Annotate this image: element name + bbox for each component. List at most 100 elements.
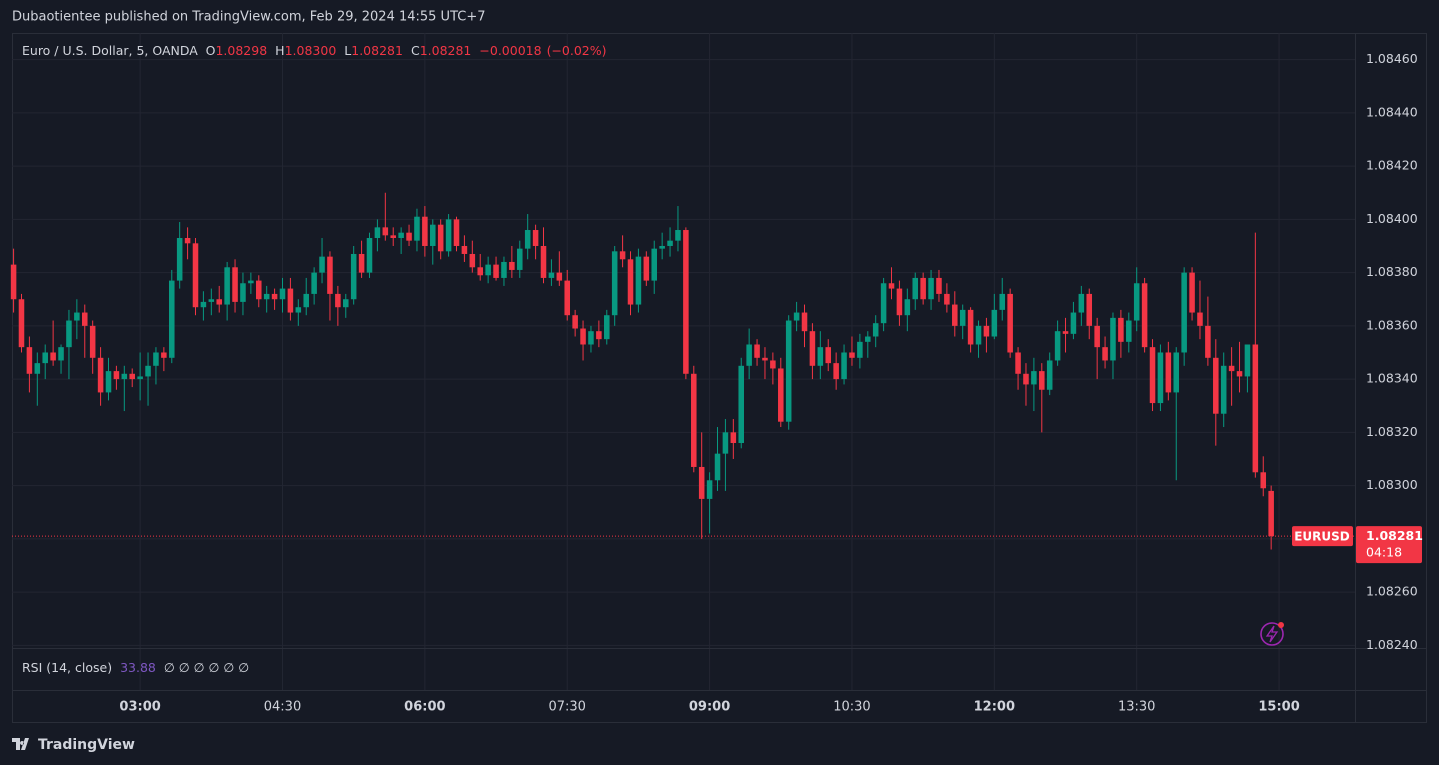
rsi-value: 33.88 [120,660,156,675]
candle-body [849,352,855,358]
candle-body [74,312,80,321]
brand[interactable]: TradingView [12,737,135,753]
candle-body [857,341,863,358]
candle-body [208,299,215,302]
candle-body [952,304,958,326]
candle-body [1268,490,1274,537]
alert-ring [1260,622,1284,646]
price-tag: 1.08281 [1366,528,1423,543]
candle-body [1157,352,1164,404]
candle-body [785,320,792,422]
candle-body [1181,272,1187,353]
candle-body [959,309,966,326]
candle-body [1126,320,1132,342]
candle-body [422,216,428,246]
candle-body [865,336,871,342]
candle-body [896,288,903,316]
candle-body [627,259,634,305]
candle-body [406,232,412,241]
candle-body [841,352,847,380]
candle-body [532,230,539,246]
candle-body [770,360,776,369]
candle-body [382,227,389,236]
candle-body [548,272,555,278]
candle-body [936,277,942,294]
candle-body [461,245,468,254]
candle-body [675,230,681,241]
candle-body [524,230,531,249]
rsi-extras: ∅ ∅ ∅ ∅ ∅ ∅ [164,660,249,675]
candle-body [1220,365,1227,414]
candle-body [635,256,642,305]
candle-body [18,299,25,348]
candle-body [374,227,381,238]
y-tick-label: 1.08360 [1366,317,1418,332]
candle-body [437,224,444,252]
legend-key: H [275,43,284,58]
candle-body [643,256,650,281]
candle-body [611,251,618,316]
y-tick-label: 1.08420 [1366,158,1418,173]
candle-body [430,224,436,246]
candle-body [168,280,175,358]
candle-body [1039,371,1045,390]
candle-body [991,309,998,337]
candle-body [1133,283,1140,321]
candle-body [200,301,207,308]
candle-body [1015,352,1021,374]
candle-body [121,373,128,380]
x-tick-label: 07:30 [548,700,585,715]
candle-body [667,240,673,246]
candle-body [540,245,547,278]
candle-body [184,238,191,244]
candle-body [1070,312,1077,334]
candle-body [295,307,302,313]
overlay: 1.08460 1.08440 1.08420 1.08400 1.08380 1.083… [12,51,1423,715]
candle-body [89,325,96,358]
x-tick-label: 15:00 [1258,700,1299,715]
candle-body [493,264,499,278]
change-percent: (−0.02%) [547,43,607,58]
candle-body [999,293,1006,310]
candle-body [1149,347,1156,404]
candle-body [1062,331,1069,334]
countdown: 04:18 [1366,545,1402,560]
candle-body [335,293,341,308]
x-tick-label: 06:00 [404,700,445,715]
candle-body [738,365,745,443]
candle-body [26,347,33,374]
y-tick-label: 1.08240 [1366,637,1418,652]
candle-body [706,480,713,499]
x-tick-label: 10:30 [833,700,870,715]
candle-body [1189,272,1195,313]
candle-body [1086,293,1093,326]
candle-body [311,272,317,294]
symbol: Euro / U.S. Dollar, 5, OANDA [22,43,198,58]
candle-body [129,373,135,380]
candle-body [920,277,926,300]
chart-frame [12,33,1427,723]
symbol-tag: EURUSD [1294,530,1350,544]
candle-body [145,365,151,377]
candle-body [928,277,934,300]
legend-key: L [344,43,351,58]
candle-body [872,323,879,337]
candle-body [809,331,816,366]
candle-body [176,238,183,281]
candle-body [904,299,911,316]
alert-bolt [1265,625,1279,643]
candle-body [556,272,563,281]
candle-body [1007,293,1013,353]
candle-body [1031,371,1037,385]
legend-key: C [411,43,420,58]
x-tick-label: 04:30 [264,700,301,715]
alert-icon[interactable] [1260,622,1284,646]
candle-body [1118,317,1124,342]
candle-body [762,357,768,361]
y-tick-label: 1.08320 [1366,424,1418,439]
candle-body [604,315,610,340]
candle-body [944,293,950,305]
publish-header: Dubaotientee published on TradingView.co… [12,10,486,25]
candle-body [1252,344,1259,473]
